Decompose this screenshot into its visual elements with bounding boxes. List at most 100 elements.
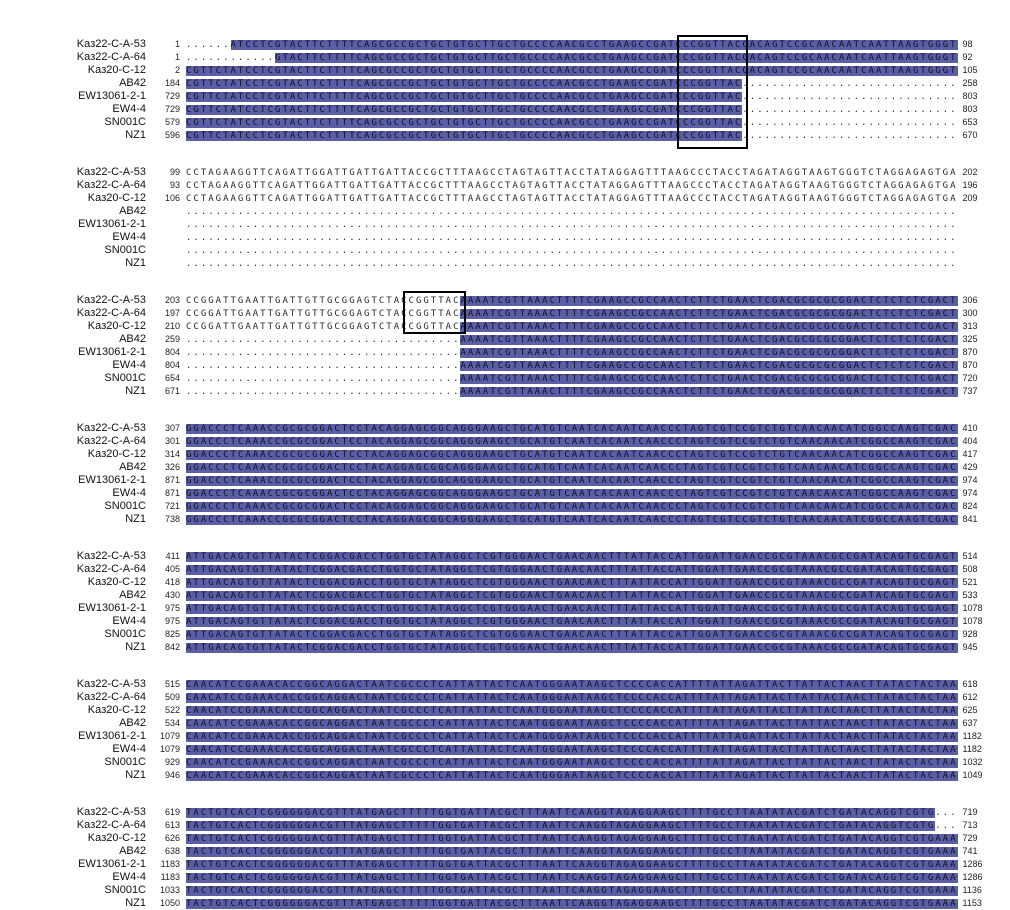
end-position: 1153 (962, 898, 982, 908)
sequence-text: CAACATCCGAAACACCGGCAGGACTAATCGCCCTCATTAT… (186, 757, 958, 770)
start-position: 1 (174, 39, 180, 49)
sequence-name: Kaз22-C-A-53 (76, 678, 146, 690)
nucleotide-segment-highlighted: TACTGTCACTCGGGGGGACGTTTATGAGCTTTTTGGTGAT… (186, 847, 958, 857)
sequence-row: EW4-4...................................… (2, 231, 1010, 244)
nucleotide-segment-highlighted: AAAATCGTTAAACTTTTCGAAGCCGCCAACTCTTCTGAAC… (460, 361, 958, 371)
nucleotide-segment-highlighted: GGACCCTCAAACCGCGCGGACTCCTACAGGAGCGGCAGGG… (186, 437, 958, 447)
sequence-text: ........................................… (186, 219, 958, 232)
sequence-row: AB42 430 ATTGACAGTGTTATACTCGGACGACCTGGTGCT… (2, 589, 1010, 602)
sequence-row: EW13061-2-1 871 GGACCCTCAAACCGCGCGGACTCCTA… (2, 474, 1010, 487)
sequence-row: EW13061-2-1 1183 TACTGTCACTCGGGGGGACGTTTAT… (2, 858, 1010, 871)
sequence-row: EW4-4 1079 CAACATCCGAAACACCGGCAGGACTAATCGC… (2, 743, 1010, 756)
sequence-text: GGACCCTCAAACCGCGCGGACTCCTACAGGAGCGGCAGGG… (186, 501, 958, 514)
end-position: 637 (962, 718, 978, 728)
sequence-name: AB42 (119, 333, 146, 345)
end-position: 719 (962, 807, 978, 817)
start-position: 106 (164, 193, 180, 203)
end-position: 1286 (962, 859, 983, 869)
start-position: 842 (164, 642, 180, 652)
sequence-text: CAACATCCGAAACACCGGCAGGACTAATCGCCCTCATTAT… (186, 718, 958, 731)
nucleotide-segment-highlighted: TACTGTCACTCGGGGGGACGTTTATGAGCTTTTTGGTGAT… (186, 886, 958, 896)
sequence-row: NZ1 596 CGTTCTATCCTCGTACTTCTTTTCAGCGCCGCTG… (2, 129, 1010, 142)
end-position: 729 (962, 833, 978, 843)
sequence-name: AB42 (119, 205, 146, 217)
sequence-name: EW4-4 (112, 871, 146, 883)
gap-dots: ............ (186, 53, 276, 63)
sequence-text: ........................................… (186, 232, 958, 245)
start-position: 871 (164, 488, 180, 498)
sequence-row: Kaз20-C-12 418 ATTGACAGTGTTATACTCGGACGACCT… (2, 576, 1010, 589)
end-position: 1136 (962, 885, 982, 895)
sequence-name: EW13061-2-1 (78, 474, 146, 486)
alignment-block: Kaз22-C-A-53 307 GGACCCTCAAACCGCGCGGACTCCT… (2, 422, 1010, 526)
sequence-row: Kaз22-C-A-53 1 ......ATCCTCGTACTTCTTTTCAGC… (2, 38, 1010, 51)
sequence-row: AB42 184 CGTTCTATCCTCGTACTTCTTTTCAGCGCCGCT… (2, 77, 1010, 90)
sequence-row: SN001C 929 CAACATCCGAAACACCGGCAGGACTAATCGC… (2, 756, 1010, 769)
sequence-row: AB42 326 GGACCCTCAAACCGCGCGGACTCCTACAGGAGC… (2, 461, 1010, 474)
end-position: 209 (962, 193, 978, 203)
sequence-row: Kaз22-C-A-64 93 CCTAGAAGGTTCAGATTGGATTGATT… (2, 179, 1010, 192)
gap-dots: ........................................… (186, 233, 958, 243)
sequence-name: Kaз22-C-A-53 (76, 806, 146, 818)
sequence-text: CGTTCTATCCTCGTACTTCTTTTCAGCGCCGCTGCTGTGC… (186, 130, 958, 143)
sequence-row: Kaз22-C-A-53 411 ATTGACAGTGTTATACTCGGACGAC… (2, 550, 1010, 563)
end-position: 612 (962, 692, 978, 702)
gap-dots: ............................. (742, 92, 958, 102)
nucleotide-segment: CCGGATTGAATTGATTGTTGCGGAGTCTACCGGTTAC (186, 322, 461, 332)
start-position: 210 (164, 321, 180, 331)
sequence-row: EW4-4 975 ATTGACAGTGTTATACTCGGACGACCTGGTGC… (2, 615, 1010, 628)
sequence-text: CGTTCTATCCTCGTACTTCTTTTCAGCGCCGCTGCTGTGC… (186, 117, 958, 130)
sequence-row: Kaз20-C-12 2 CGTTCTATCCTCGTACTTCTTTTCAGCGC… (2, 64, 1010, 77)
sequence-name: Kaз22-C-A-64 (76, 179, 146, 191)
sequence-name: AB42 (119, 461, 146, 473)
nucleotide-segment-highlighted: CAACATCCGAAACACCGGCAGGACTAATCGCCCTCATTAT… (186, 706, 958, 716)
gap-dots: ........................................… (186, 246, 958, 256)
alignment-block: Kaз22-C-A-53 203 CCGGATTGAATTGATTGTTGCGGAG… (2, 291, 1010, 398)
nucleotide-segment: CCTAGAAGGTTCAGATTGGATTGATTGATTACCGCTTTAA… (186, 194, 958, 204)
sequence-name: EW13061-2-1 (78, 90, 146, 102)
gap-dots: ..................................... (186, 361, 461, 371)
end-position: 325 (962, 334, 978, 344)
sequence-name: NZ1 (125, 897, 146, 909)
sequence-text: .....................................AAA… (186, 386, 958, 399)
sequence-row: Kaз22-C-A-64 405 ATTGACAGTGTTATACTCGGACGAC… (2, 563, 1010, 576)
sequence-row: AB42 534 CAACATCCGAAACACCGGCAGGACTAATCGCCC… (2, 717, 1010, 730)
sequence-row: NZ1 671..................................… (2, 385, 1010, 398)
start-position: 975 (164, 616, 180, 626)
gap-dots: ............................. (742, 105, 958, 115)
nucleotide-segment-highlighted: GTACTTCTTTTCAGCGCCGCTGCTGTGCTTGCTGCCCCAA… (275, 53, 958, 63)
end-position: 1078 (962, 616, 983, 626)
sequence-row: NZ1.....................................… (2, 257, 1010, 270)
sequence-row: SN001C 654...............................… (2, 372, 1010, 385)
start-position: 975 (164, 603, 180, 613)
end-position: 928 (962, 629, 978, 639)
start-position: 626 (164, 833, 180, 843)
end-position: 618 (962, 679, 978, 689)
sequence-text: TACTGTCACTCGGGGGGACGTTTATGAGCTTTTTGGTGAT… (186, 820, 958, 833)
sequence-row: EW4-4 871 GGACCCTCAAACCGCGCGGACTCCTACAGGAG… (2, 487, 1010, 500)
start-position: 579 (164, 117, 180, 127)
sequence-text: CCGGATTGAATTGATTGTTGCGGAGTCTACCGGTTACAAA… (186, 321, 958, 334)
nucleotide-segment-highlighted: ATTGACAGTGTTATACTCGGACGACCTGGTGCTATAGGCT… (186, 591, 958, 601)
sequence-row: NZ1 1050 TACTGTCACTCGGGGGGACGTTTATGAGCTTTT… (2, 897, 1010, 910)
nucleotide-segment-highlighted: AAAATCGTTAAACTTTTCGAAGCCGCCAACTCTTCTGAAC… (460, 374, 958, 384)
sequence-row: SN001C..................................… (2, 244, 1010, 257)
sequence-row: EW4-4 804................................… (2, 359, 1010, 372)
sequence-text: .....................................AAA… (186, 334, 958, 347)
sequence-text: ATTGACAGTGTTATACTCGGACGACCTGGTGCTATAGGCT… (186, 629, 958, 642)
start-position: 2 (174, 65, 180, 75)
sequence-name: EW13061-2-1 (78, 858, 146, 870)
alignment-block: Kaз22-C-A-53 411 ATTGACAGTGTTATACTCGGACGAC… (2, 550, 1010, 654)
sequence-name: Kaз22-C-A-53 (76, 38, 146, 50)
nucleotide-segment-highlighted: TACTGTCACTCGGGGGGACGTTTATGAGCTTTTTGGTGAT… (186, 834, 958, 844)
end-position: 1182 (962, 744, 982, 754)
start-position: 804 (164, 347, 180, 357)
sequence-text: CAACATCCGAAACACCGGCAGGACTAATCGCCCTCATTAT… (186, 744, 958, 757)
end-position: 196 (962, 180, 978, 190)
sequence-name: EW13061-2-1 (78, 346, 146, 358)
sequence-name: NZ1 (125, 513, 146, 525)
sequence-text: GGACCCTCAAACCGCGCGGACTCCTACAGGAGCGGCAGGG… (186, 462, 958, 475)
sequence-name: AB42 (119, 77, 146, 89)
sequence-text: ATTGACAGTGTTATACTCGGACGACCTGGTGCTATAGGCT… (186, 616, 958, 629)
nucleotide-segment-highlighted: TACTGTCACTCGGGGGGACGTTTATGAGCTTTTTGGTGAT… (186, 860, 958, 870)
